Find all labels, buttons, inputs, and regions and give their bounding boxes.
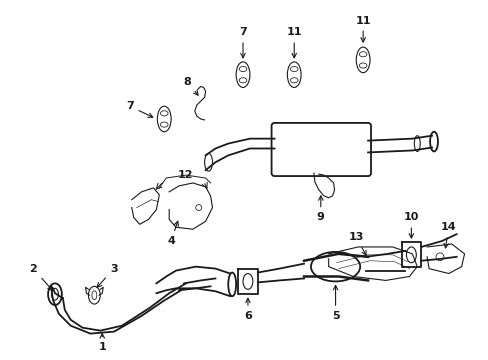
- Text: 10: 10: [403, 212, 418, 238]
- Text: 14: 14: [440, 222, 456, 248]
- Text: 3: 3: [97, 264, 118, 287]
- Text: 9: 9: [316, 196, 324, 222]
- Text: 12: 12: [178, 170, 193, 180]
- Text: 11: 11: [355, 15, 370, 42]
- Text: 7: 7: [126, 101, 152, 117]
- Text: 6: 6: [244, 298, 251, 321]
- Text: 2: 2: [29, 264, 52, 290]
- Text: 11: 11: [286, 27, 302, 58]
- Text: 8: 8: [183, 77, 198, 95]
- Text: 5: 5: [331, 285, 339, 321]
- Text: 4: 4: [167, 221, 178, 246]
- Text: 7: 7: [239, 27, 246, 58]
- Text: 13: 13: [348, 232, 366, 255]
- Text: 1: 1: [98, 334, 106, 352]
